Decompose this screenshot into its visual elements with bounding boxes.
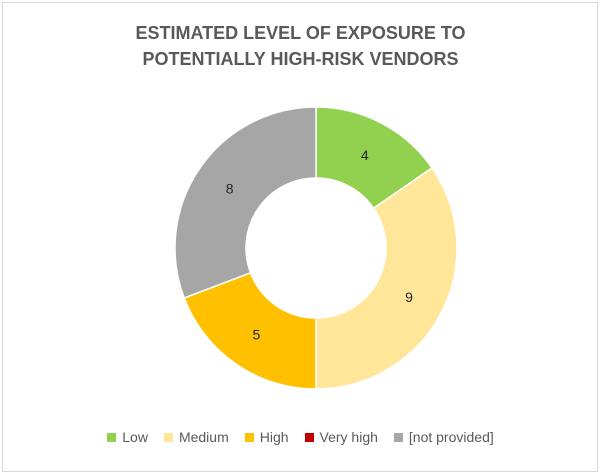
legend-swatch-not-provided <box>393 432 403 442</box>
slice-not-provided <box>174 106 317 299</box>
legend-label-medium: Medium <box>178 429 229 445</box>
chart-legend: Low Medium High Very high [not provided] <box>0 429 601 445</box>
legend-label-not-provided: [not provided] <box>408 429 494 445</box>
legend-item-medium: Medium <box>163 429 229 445</box>
legend-item-high: High <box>244 429 289 445</box>
legend-label-very-high: Very high <box>319 429 378 445</box>
data-label-high: 5 <box>252 326 260 342</box>
data-label-medium: 9 <box>405 289 413 305</box>
legend-swatch-medium <box>163 432 173 442</box>
legend-item-very-high: Very high <box>304 429 378 445</box>
chart-title-line-1: ESTIMATED LEVEL OF EXPOSURE TO <box>135 23 466 43</box>
data-label-not-provided: 8 <box>226 180 234 196</box>
chart-title: ESTIMATED LEVEL OF EXPOSURE TO POTENTIAL… <box>0 20 601 72</box>
chart-title-line-2: POTENTIALLY HIGH-RISK VENDORS <box>142 49 459 69</box>
legend-label-low: Low <box>122 429 148 445</box>
slice-high <box>183 271 317 390</box>
data-label-low: 4 <box>361 147 369 163</box>
legend-swatch-low <box>107 432 117 442</box>
legend-label-high: High <box>259 429 289 445</box>
legend-swatch-high <box>244 432 254 442</box>
legend-item-not-provided: [not provided] <box>393 429 494 445</box>
legend-item-low: Low <box>107 429 148 445</box>
slice-medium <box>315 166 458 390</box>
legend-swatch-very-high <box>304 432 314 442</box>
